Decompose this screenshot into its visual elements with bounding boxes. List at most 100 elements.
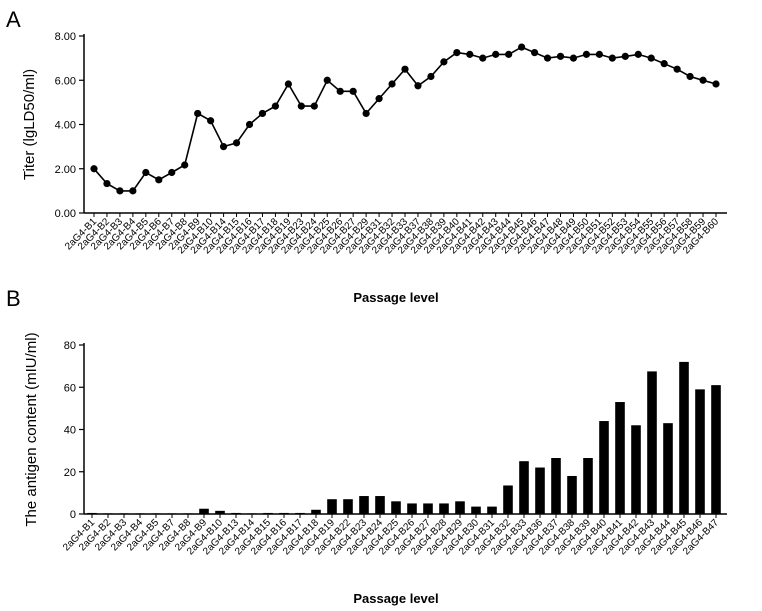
panel-b-bar-chart: B The antigen content (mIU/ml) Passage l… bbox=[6, 286, 727, 606]
data-point bbox=[142, 168, 150, 177]
data-point bbox=[556, 52, 565, 60]
data-point bbox=[388, 80, 396, 88]
data-point bbox=[323, 76, 331, 84]
bar bbox=[583, 458, 593, 514]
data-point bbox=[401, 65, 409, 73]
bar bbox=[215, 510, 225, 514]
bar bbox=[423, 503, 433, 514]
bar bbox=[247, 513, 257, 514]
data-point bbox=[505, 50, 513, 58]
bar bbox=[551, 458, 561, 514]
data-point bbox=[518, 43, 526, 51]
data-point bbox=[181, 161, 189, 169]
bar bbox=[663, 423, 673, 514]
data-point bbox=[582, 50, 591, 58]
data-point bbox=[168, 168, 176, 177]
data-point bbox=[466, 50, 474, 58]
bar bbox=[631, 425, 641, 514]
bar bbox=[103, 513, 113, 514]
panel-a-label: A bbox=[6, 7, 21, 32]
bar bbox=[599, 421, 609, 514]
bar bbox=[119, 513, 129, 514]
data-point bbox=[453, 48, 461, 57]
bar bbox=[279, 512, 289, 514]
data-point bbox=[129, 187, 137, 195]
data-point bbox=[362, 109, 370, 118]
bar bbox=[503, 485, 513, 514]
data-point bbox=[608, 54, 616, 62]
data-point bbox=[595, 50, 603, 58]
bar bbox=[199, 508, 209, 514]
y-tick-label: 8.00 bbox=[55, 31, 76, 43]
data-point bbox=[310, 102, 318, 110]
data-point bbox=[103, 179, 111, 188]
bar bbox=[679, 361, 689, 514]
bar bbox=[167, 513, 177, 514]
data-point bbox=[155, 176, 163, 184]
bar bbox=[519, 461, 529, 514]
y-tick-label: 80 bbox=[64, 340, 76, 352]
bar bbox=[311, 509, 321, 514]
data-point bbox=[375, 95, 383, 103]
bar bbox=[343, 499, 353, 514]
data-point bbox=[219, 143, 228, 151]
data-point bbox=[207, 117, 215, 125]
bar bbox=[471, 506, 481, 514]
data-point bbox=[349, 87, 357, 95]
data-point bbox=[245, 120, 254, 129]
data-point bbox=[569, 54, 578, 62]
bar bbox=[135, 513, 145, 514]
bar bbox=[407, 503, 417, 514]
y-tick-label: 0 bbox=[70, 509, 76, 521]
panel-b-y-axis-title: The antigen content (mIU/ml) bbox=[23, 332, 40, 526]
panel-b-x-axis-title: Passage level bbox=[353, 591, 438, 606]
bar bbox=[567, 475, 577, 514]
bar bbox=[359, 496, 369, 514]
data-point bbox=[479, 54, 487, 62]
data-point bbox=[90, 165, 98, 173]
y-tick-label: 0.00 bbox=[55, 208, 76, 220]
panel-a-x-axis-title: Passage level bbox=[353, 290, 438, 305]
panel-a-y-axis-title: Titer (lgLD50/ml) bbox=[21, 69, 38, 180]
y-tick-label: 4.00 bbox=[55, 120, 76, 132]
y-tick-label: 2.00 bbox=[55, 164, 76, 176]
data-point bbox=[712, 80, 720, 88]
bar bbox=[487, 506, 497, 514]
bar bbox=[375, 496, 385, 514]
data-point bbox=[284, 80, 292, 88]
data-point bbox=[647, 54, 655, 62]
bar bbox=[151, 513, 161, 514]
bar bbox=[711, 385, 721, 514]
data-point bbox=[530, 48, 539, 57]
bar bbox=[535, 467, 545, 514]
data-point bbox=[414, 82, 422, 90]
panel-b-label: B bbox=[6, 286, 21, 311]
data-point bbox=[232, 139, 241, 147]
panel-a-line-chart: A Titer (lgLD50/ml) Passage level 0.00 2.… bbox=[6, 7, 727, 305]
data-point bbox=[492, 50, 500, 58]
bar bbox=[695, 389, 705, 514]
y-tick-label: 60 bbox=[64, 382, 76, 394]
y-tick-label: 6.00 bbox=[55, 75, 76, 87]
bar bbox=[87, 512, 97, 514]
data-point bbox=[660, 60, 668, 68]
bar bbox=[615, 402, 625, 514]
data-point bbox=[673, 65, 681, 73]
data-point bbox=[699, 76, 707, 84]
data-point bbox=[543, 54, 552, 62]
data-point bbox=[440, 58, 448, 66]
data-point bbox=[686, 72, 694, 81]
data-point bbox=[427, 72, 435, 81]
bar bbox=[455, 501, 465, 514]
data-point bbox=[621, 52, 629, 60]
bar bbox=[231, 512, 241, 514]
data-point bbox=[116, 187, 124, 195]
data-point bbox=[194, 109, 202, 118]
data-point bbox=[297, 102, 305, 110]
bar bbox=[327, 499, 337, 514]
data-point bbox=[634, 50, 642, 58]
data-point bbox=[258, 109, 267, 118]
y-tick-label: 20 bbox=[64, 467, 76, 479]
bar bbox=[183, 513, 193, 514]
bar bbox=[439, 503, 449, 514]
